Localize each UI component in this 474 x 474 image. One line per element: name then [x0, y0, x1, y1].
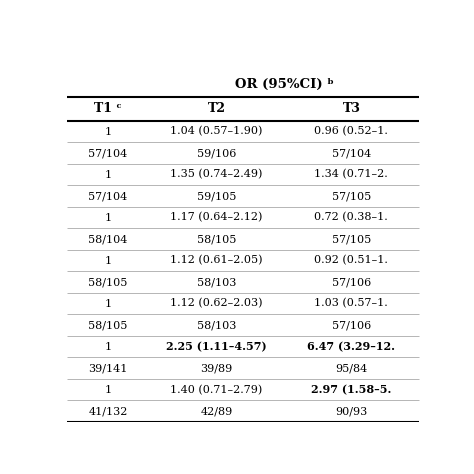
Text: 1: 1: [104, 384, 111, 394]
Text: 95/84: 95/84: [335, 363, 367, 373]
Text: 1.03 (0.57–1.: 1.03 (0.57–1.: [314, 299, 388, 309]
Text: 59/106: 59/106: [197, 148, 236, 158]
Text: 1: 1: [104, 299, 111, 309]
Text: 0.96 (0.52–1.: 0.96 (0.52–1.: [314, 127, 388, 137]
Text: 42/89: 42/89: [201, 406, 233, 416]
Text: 2.25 (1.11–4.57): 2.25 (1.11–4.57): [166, 341, 267, 352]
Text: 39/89: 39/89: [201, 363, 233, 373]
Text: 1.12 (0.62–2.03): 1.12 (0.62–2.03): [170, 299, 263, 309]
Text: T1 ᶜ: T1 ᶜ: [94, 102, 122, 115]
Text: 58/103: 58/103: [197, 277, 236, 287]
Text: 1: 1: [104, 212, 111, 222]
Text: T2: T2: [208, 102, 226, 115]
Text: 58/103: 58/103: [197, 320, 236, 330]
Text: 0.72 (0.38–1.: 0.72 (0.38–1.: [314, 212, 388, 223]
Text: 1.17 (0.64–2.12): 1.17 (0.64–2.12): [170, 212, 263, 223]
Text: 1: 1: [104, 342, 111, 352]
Text: 1: 1: [104, 127, 111, 137]
Text: 58/104: 58/104: [88, 234, 128, 244]
Text: 59/105: 59/105: [197, 191, 236, 201]
Text: 6.47 (3.29–12.: 6.47 (3.29–12.: [307, 341, 395, 352]
Text: 58/105: 58/105: [88, 277, 128, 287]
Text: 41/132: 41/132: [88, 406, 128, 416]
Text: 1: 1: [104, 255, 111, 265]
Text: 1.40 (0.71–2.79): 1.40 (0.71–2.79): [170, 384, 263, 395]
Text: 90/93: 90/93: [335, 406, 367, 416]
Text: 57/104: 57/104: [89, 191, 128, 201]
Text: OR (95%CI) ᵇ: OR (95%CI) ᵇ: [235, 78, 334, 91]
Text: 57/106: 57/106: [332, 277, 371, 287]
Text: T3: T3: [342, 102, 360, 115]
Text: 58/105: 58/105: [88, 320, 128, 330]
Text: 2.97 (1.58–5.: 2.97 (1.58–5.: [311, 384, 392, 395]
Text: 1.12 (0.61–2.05): 1.12 (0.61–2.05): [170, 255, 263, 266]
Text: 1.34 (0.71–2.: 1.34 (0.71–2.: [314, 169, 388, 180]
Text: 57/104: 57/104: [332, 148, 371, 158]
Text: 39/141: 39/141: [88, 363, 128, 373]
Text: 57/105: 57/105: [332, 191, 371, 201]
Text: 57/106: 57/106: [332, 320, 371, 330]
Text: 58/105: 58/105: [197, 234, 236, 244]
Text: 57/104: 57/104: [89, 148, 128, 158]
Text: 57/105: 57/105: [332, 234, 371, 244]
Text: 1.04 (0.57–1.90): 1.04 (0.57–1.90): [170, 127, 263, 137]
Text: 1: 1: [104, 170, 111, 180]
Text: 0.92 (0.51–1.: 0.92 (0.51–1.: [314, 255, 388, 266]
Text: 1.35 (0.74–2.49): 1.35 (0.74–2.49): [170, 169, 263, 180]
